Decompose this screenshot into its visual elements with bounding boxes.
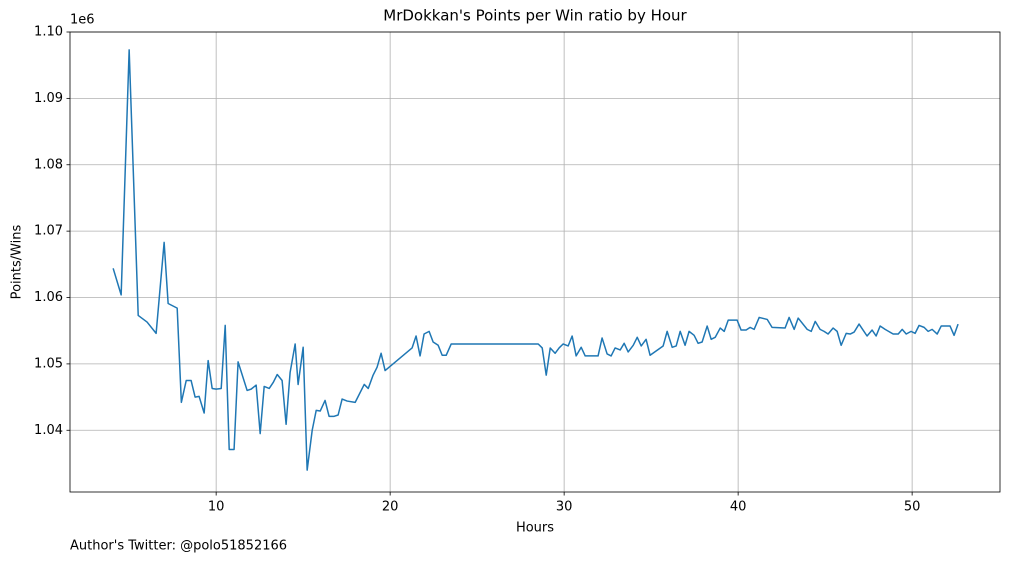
y-tick-label: 1.09 [34, 91, 63, 106]
chart-title: MrDokkan's Points per Win ratio by Hour [383, 7, 687, 25]
x-tick-label: 30 [556, 500, 573, 515]
x-tick-label: 20 [382, 500, 399, 515]
y-offset-label: 1e6 [70, 13, 95, 28]
y-tick-label: 1.05 [34, 356, 63, 371]
plot-frame [69, 31, 1001, 493]
y-axis-label: Points/Wins [10, 224, 25, 299]
y-tick-label: 1.08 [34, 157, 63, 172]
x-axis-label: Hours [516, 521, 554, 536]
y-tick-label: 1.06 [34, 290, 63, 305]
y-tick-label: 1.07 [34, 224, 63, 239]
x-tick-label: 50 [904, 500, 921, 515]
y-tick-label: 1.04 [34, 423, 63, 438]
x-tick-label: 40 [730, 500, 747, 515]
footnote: Author's Twitter: @polo51852166 [70, 539, 287, 554]
x-tick-label: 10 [208, 500, 225, 515]
y-tick-label: 1.10 [34, 25, 63, 40]
data-line [112, 49, 959, 471]
